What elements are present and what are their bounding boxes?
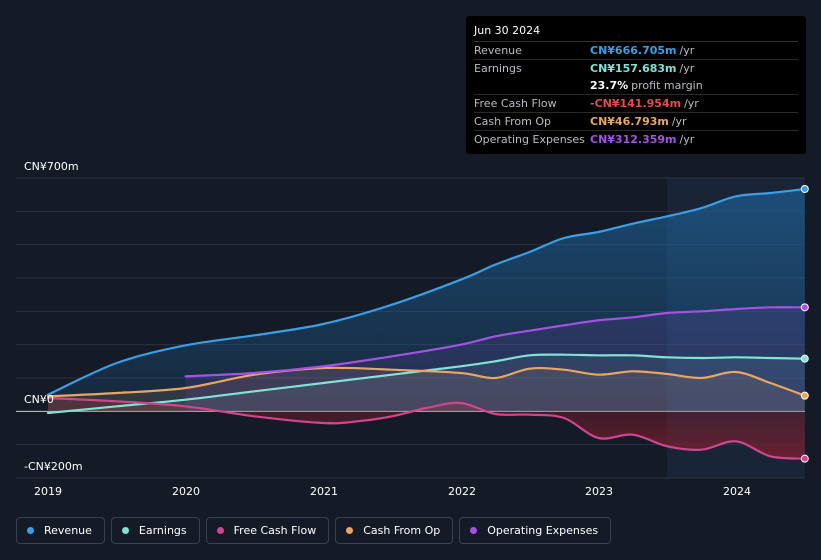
tooltip-unit: /yr <box>679 44 695 57</box>
tooltip-date: Jun 30 2024 <box>474 23 798 42</box>
point-revenue-latest <box>800 185 809 193</box>
tooltip-unit: /yr <box>679 133 695 146</box>
legend-label: Free Cash Flow <box>233 524 317 537</box>
tooltip-unit: profit margin <box>631 79 703 92</box>
y-tick-label-top: CN¥700m <box>24 160 79 173</box>
legend-dot-icon <box>27 527 34 534</box>
tooltip-row-profit-margin: 23.7% profit margin <box>474 77 798 95</box>
tooltip-label: Revenue <box>474 44 522 57</box>
point-free-cash-flow-latest <box>800 454 809 463</box>
x-tick-label-2020: 2020 <box>172 485 200 498</box>
x-tick-label-2024: 2024 <box>723 485 751 498</box>
legend-label: Earnings <box>138 524 187 537</box>
line-operating-expenses <box>184 306 806 378</box>
tooltip-value: CN¥46.793m <box>590 115 669 128</box>
tooltip-value: CN¥157.683m <box>590 62 677 75</box>
tooltip-label: Earnings <box>474 62 522 75</box>
x-tick-label-2019: 2019 <box>34 485 62 498</box>
chart-legend: Revenue Earnings Free Cash Flow Cash Fro… <box>16 517 612 544</box>
y-tick-label-zero: CN¥0 <box>24 393 54 406</box>
tooltip-row-cash-from-op: Cash From Op CN¥46.793m /yr <box>474 113 798 131</box>
tooltip-label: Cash From Op <box>474 115 552 128</box>
legend-label: Revenue <box>44 524 92 537</box>
tooltip-value: CN¥312.359m <box>590 133 677 146</box>
legend-item-earnings[interactable]: Earnings <box>110 517 200 544</box>
legend-dot-icon <box>470 527 478 534</box>
line-cash-from-op <box>46 366 806 398</box>
legend-item-free-cash-flow[interactable]: Free Cash Flow <box>205 517 330 544</box>
tooltip-row-revenue: Revenue CN¥666.705m /yr <box>474 42 798 60</box>
tooltip-unit: /yr <box>684 97 699 110</box>
x-tick-label-2021: 2021 <box>310 485 338 498</box>
point-operating-expenses-latest <box>800 303 809 312</box>
tooltip-label: Free Cash Flow <box>474 97 557 110</box>
legend-dot-icon <box>216 527 224 534</box>
tooltip-row-operating-expenses: Operating Expenses CN¥312.359m /yr <box>474 131 798 148</box>
legend-label: Cash From Op <box>363 524 441 537</box>
legend-label: Operating Expenses <box>487 524 599 537</box>
line-earnings <box>46 353 806 415</box>
legend-item-revenue[interactable]: Revenue <box>16 517 105 544</box>
legend-dot-icon <box>121 527 129 534</box>
data-tooltip: Jun 30 2024 Revenue CN¥666.705m /yr Earn… <box>466 16 806 154</box>
tooltip-value: -CN¥141.954m <box>590 97 682 110</box>
point-cash-from-op-latest <box>800 391 809 400</box>
y-tick-label-bottom: -CN¥200m <box>24 460 83 473</box>
tooltip-label <box>474 77 590 94</box>
tooltip-unit: /yr <box>671 115 687 128</box>
tooltip-unit: /yr <box>679 62 695 75</box>
tooltip-label: Operating Expenses <box>474 133 585 146</box>
legend-dot-icon <box>346 527 354 534</box>
tooltip-row-earnings: Earnings CN¥157.683m /yr <box>474 60 798 77</box>
x-tick-label-2022: 2022 <box>448 485 476 498</box>
legend-item-cash-from-op[interactable]: Cash From Op <box>335 517 454 544</box>
line-revenue <box>46 187 806 396</box>
tooltip-value: CN¥666.705m <box>590 44 677 57</box>
x-tick-label-2023: 2023 <box>585 485 613 498</box>
area-earnings <box>48 354 805 413</box>
line-free-cash-flow <box>46 396 806 460</box>
legend-item-operating-expenses[interactable]: Operating Expenses <box>459 517 612 544</box>
tooltip-row-free-cash-flow: Free Cash Flow -CN¥141.954m /yr <box>474 95 798 113</box>
tooltip-value: 23.7% <box>590 79 629 92</box>
point-earnings-latest <box>800 354 809 363</box>
area-operating-expenses <box>185 307 805 412</box>
